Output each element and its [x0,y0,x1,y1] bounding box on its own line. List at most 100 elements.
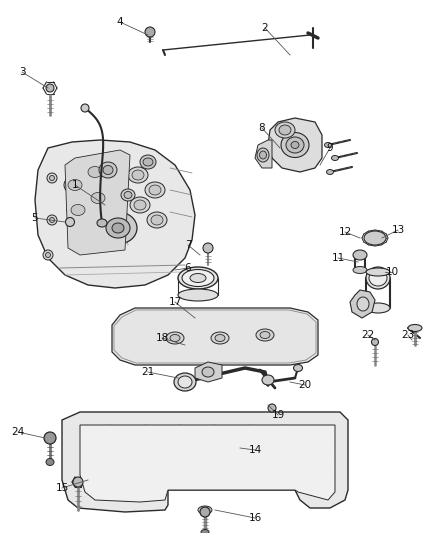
Ellipse shape [286,137,304,153]
Ellipse shape [73,477,83,487]
Ellipse shape [281,133,309,157]
Ellipse shape [151,215,163,225]
Ellipse shape [166,332,184,344]
Ellipse shape [291,141,299,149]
Ellipse shape [71,205,85,215]
Ellipse shape [200,507,210,517]
Ellipse shape [198,506,212,514]
Text: 1: 1 [72,180,78,190]
Text: 21: 21 [141,367,155,377]
Ellipse shape [279,125,291,135]
Polygon shape [255,140,272,168]
Ellipse shape [87,189,109,207]
Ellipse shape [81,104,89,112]
Ellipse shape [46,458,54,465]
Text: 16: 16 [248,513,261,523]
Text: 17: 17 [168,297,182,307]
Text: 15: 15 [55,483,69,493]
Text: 12: 12 [339,227,352,237]
Ellipse shape [182,270,214,287]
Ellipse shape [97,219,107,227]
Ellipse shape [99,162,117,178]
Ellipse shape [353,250,367,260]
Text: 19: 19 [272,410,285,420]
Ellipse shape [49,175,54,181]
Ellipse shape [256,329,274,341]
Ellipse shape [140,155,156,169]
Text: 4: 4 [117,17,124,27]
Ellipse shape [47,173,57,183]
Ellipse shape [357,297,369,311]
Ellipse shape [203,243,213,253]
Ellipse shape [44,432,56,444]
Ellipse shape [260,332,270,338]
Ellipse shape [353,266,367,273]
Ellipse shape [91,192,105,204]
Polygon shape [35,140,195,288]
Ellipse shape [47,215,57,225]
Ellipse shape [257,148,269,162]
Ellipse shape [170,335,180,342]
Ellipse shape [275,122,295,138]
Ellipse shape [103,166,113,174]
Text: 3: 3 [19,67,25,77]
Text: 14: 14 [248,445,261,455]
Text: 20: 20 [298,380,311,390]
Ellipse shape [132,170,144,180]
Text: 10: 10 [385,267,399,277]
Ellipse shape [134,200,146,210]
Polygon shape [112,308,318,365]
Polygon shape [195,362,222,382]
Ellipse shape [145,27,155,37]
Ellipse shape [66,217,74,227]
Ellipse shape [145,182,165,198]
Ellipse shape [332,156,339,160]
Ellipse shape [211,332,229,344]
Ellipse shape [178,267,218,289]
Ellipse shape [147,212,167,228]
Ellipse shape [88,166,102,177]
Text: 8: 8 [259,123,265,133]
Polygon shape [350,290,375,318]
Ellipse shape [99,212,137,244]
Ellipse shape [174,373,196,391]
Text: 11: 11 [332,253,345,263]
Ellipse shape [43,250,53,260]
Ellipse shape [84,163,106,181]
Polygon shape [62,412,348,512]
Ellipse shape [364,231,386,245]
Text: 5: 5 [32,213,38,223]
Ellipse shape [366,268,390,276]
Ellipse shape [124,191,132,198]
Ellipse shape [369,270,387,286]
Ellipse shape [408,325,422,332]
Polygon shape [65,150,130,255]
Ellipse shape [325,142,332,148]
Text: 2: 2 [261,23,268,33]
Ellipse shape [149,185,161,195]
Ellipse shape [371,338,378,345]
Ellipse shape [293,365,303,372]
Text: 24: 24 [11,427,25,437]
Ellipse shape [130,197,150,213]
Ellipse shape [121,189,135,201]
Text: 18: 18 [155,333,169,343]
Ellipse shape [366,303,390,313]
Ellipse shape [112,223,124,233]
Ellipse shape [143,158,153,166]
Ellipse shape [178,289,218,301]
Text: 13: 13 [392,225,405,235]
Polygon shape [268,118,322,172]
Text: 9: 9 [327,143,333,153]
Ellipse shape [366,267,390,289]
Ellipse shape [49,217,54,222]
Ellipse shape [46,253,50,257]
Ellipse shape [46,84,54,92]
Ellipse shape [259,151,266,159]
Ellipse shape [128,167,148,183]
Text: 22: 22 [361,330,374,340]
Ellipse shape [67,201,89,219]
Ellipse shape [178,376,192,388]
Ellipse shape [68,180,82,190]
Text: 23: 23 [401,330,415,340]
